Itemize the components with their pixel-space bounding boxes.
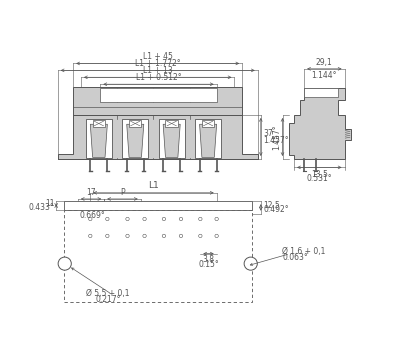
Bar — [202, 120, 214, 127]
Text: 0.492°: 0.492° — [263, 205, 289, 214]
Text: L1: L1 — [148, 181, 159, 191]
Text: 1.457°: 1.457° — [272, 124, 281, 150]
Polygon shape — [58, 115, 258, 159]
Bar — [158, 119, 185, 158]
Circle shape — [143, 234, 146, 238]
Text: L1 + 45: L1 + 45 — [143, 52, 173, 61]
Text: 12,5: 12,5 — [263, 201, 280, 210]
Bar — [122, 119, 148, 158]
Circle shape — [215, 217, 218, 221]
Bar — [129, 120, 142, 127]
Polygon shape — [200, 124, 217, 157]
Bar — [304, 88, 338, 97]
Text: 13,5: 13,5 — [311, 170, 328, 179]
Text: 11: 11 — [45, 199, 55, 208]
Text: 0.669°: 0.669° — [80, 211, 105, 220]
Circle shape — [106, 217, 109, 221]
Text: L1 + 13: L1 + 13 — [143, 66, 173, 75]
Bar — [64, 210, 252, 302]
Text: 1.457°: 1.457° — [263, 135, 289, 144]
Bar — [166, 120, 178, 127]
Text: Ø 1,6 + 0,1: Ø 1,6 + 0,1 — [282, 247, 326, 257]
Circle shape — [162, 234, 166, 238]
Polygon shape — [163, 124, 180, 157]
Circle shape — [88, 217, 92, 221]
Text: L1 + 1.772°: L1 + 1.772° — [135, 59, 180, 68]
Text: 0.063°: 0.063° — [282, 253, 308, 262]
Circle shape — [88, 234, 92, 238]
Text: 3,8: 3,8 — [202, 255, 214, 264]
Polygon shape — [90, 124, 107, 157]
Circle shape — [199, 217, 202, 221]
Bar — [100, 88, 217, 102]
Polygon shape — [127, 124, 144, 157]
Circle shape — [199, 234, 202, 238]
Bar — [93, 120, 105, 127]
Circle shape — [126, 234, 129, 238]
Bar — [73, 87, 242, 115]
Circle shape — [244, 257, 257, 270]
Text: 0.217°: 0.217° — [95, 295, 121, 304]
Text: 0.531°: 0.531° — [306, 174, 332, 183]
Circle shape — [143, 217, 146, 221]
Circle shape — [215, 234, 218, 238]
Bar — [64, 201, 252, 210]
Text: Ø 5,5 + 0,1: Ø 5,5 + 0,1 — [86, 289, 130, 298]
Circle shape — [126, 217, 129, 221]
Polygon shape — [289, 88, 351, 159]
Bar — [195, 119, 221, 158]
Circle shape — [162, 217, 166, 221]
Text: 0.15°: 0.15° — [198, 260, 219, 269]
Circle shape — [106, 234, 109, 238]
Circle shape — [179, 234, 183, 238]
Text: L1 + 0.512°: L1 + 0.512° — [136, 73, 181, 82]
Text: 37: 37 — [263, 129, 273, 139]
Text: 1.144°: 1.144° — [312, 71, 337, 80]
Circle shape — [58, 257, 71, 270]
Text: 17: 17 — [86, 188, 96, 198]
Text: 29,1: 29,1 — [316, 58, 333, 67]
Text: 0.433°: 0.433° — [29, 203, 55, 212]
Text: P: P — [120, 188, 125, 198]
Circle shape — [179, 217, 183, 221]
Bar — [86, 119, 112, 158]
